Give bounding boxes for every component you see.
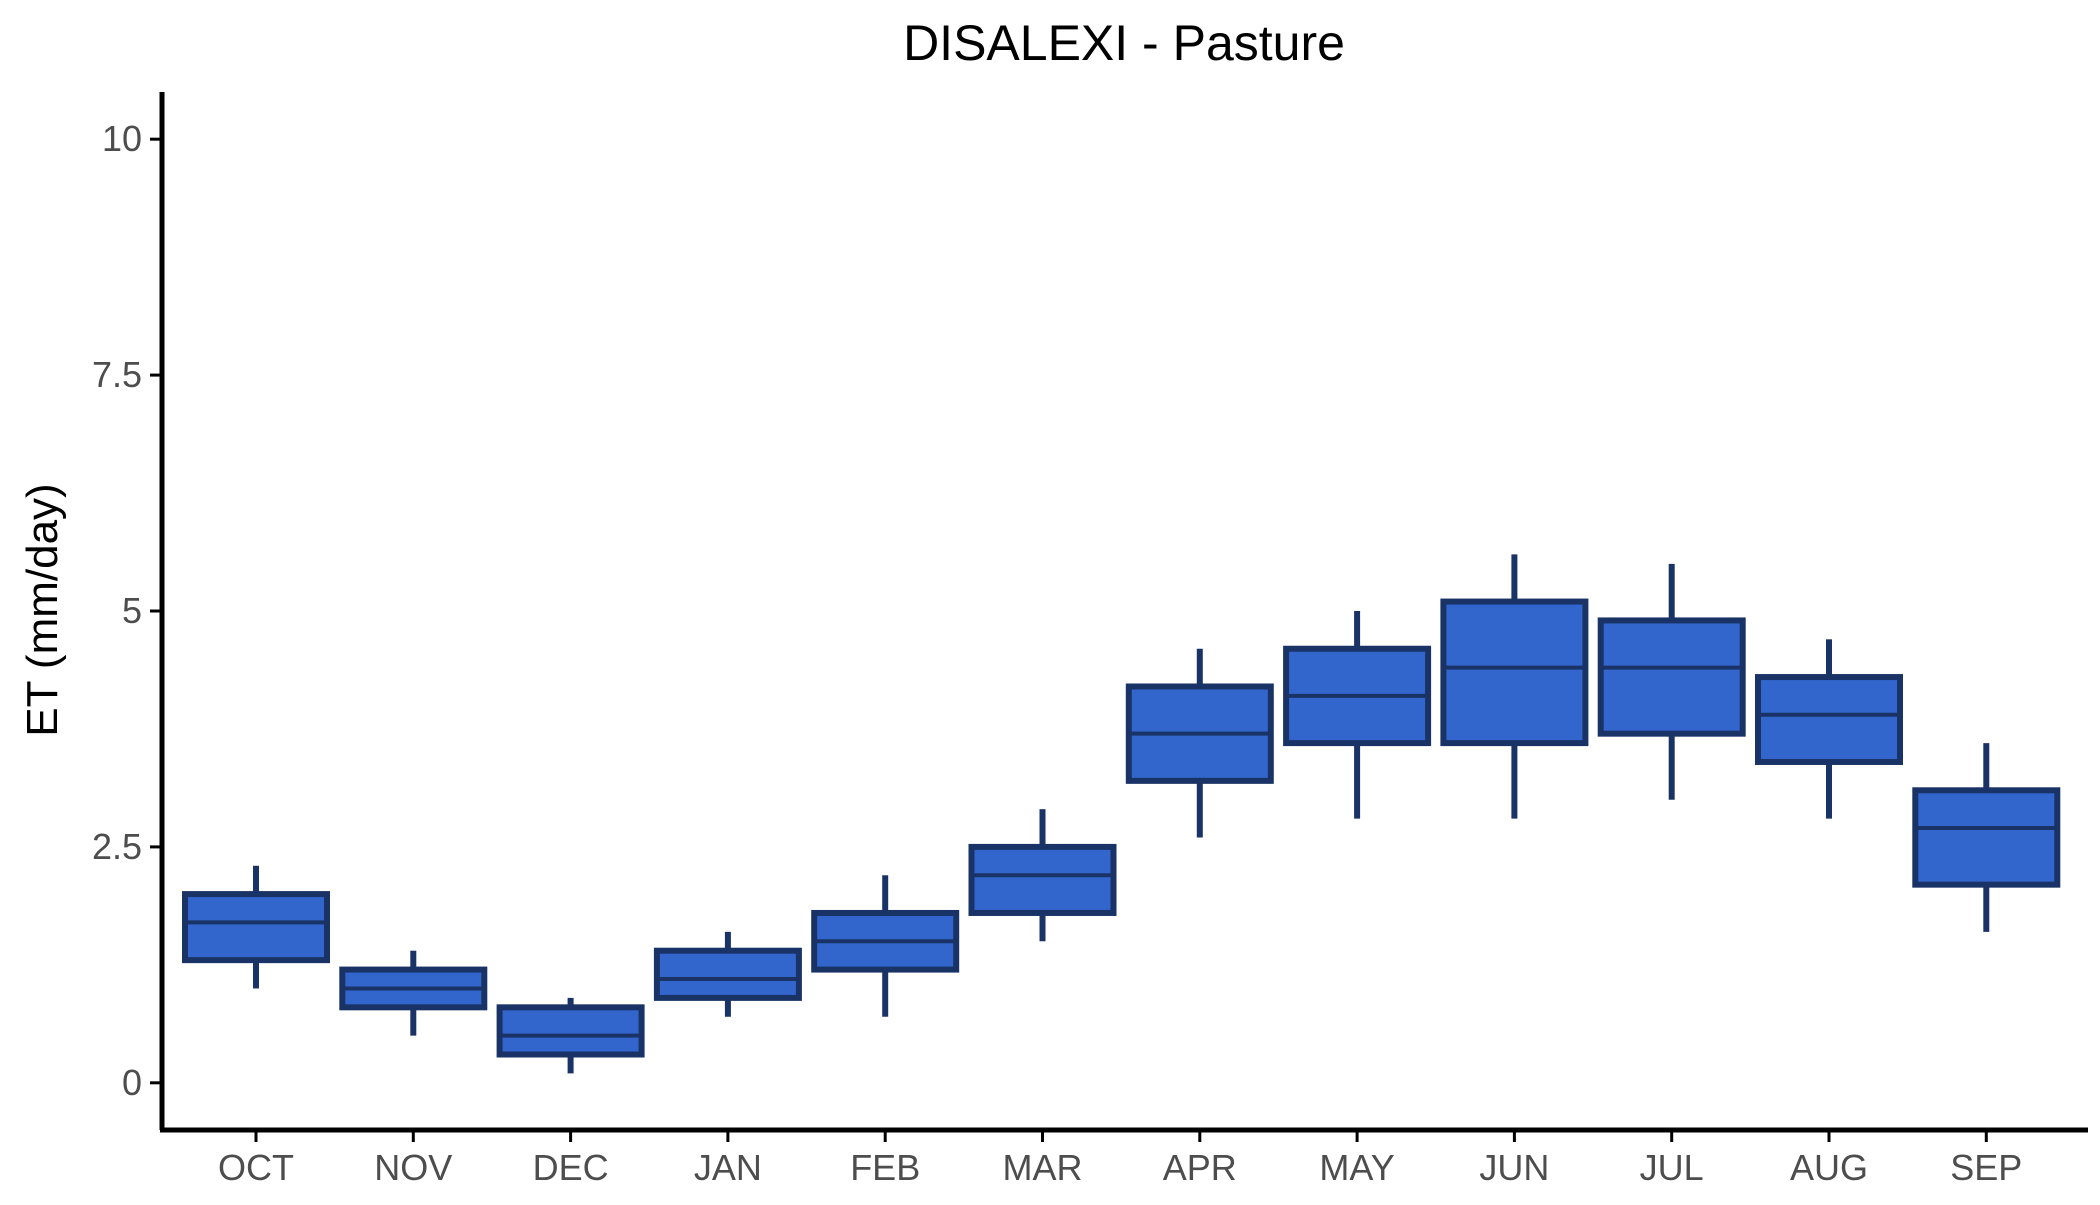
x-tick-label-jun: JUN: [1479, 1147, 1549, 1188]
box-body: [1755, 674, 1903, 765]
y-axis-title: ET (mm/day): [18, 483, 67, 736]
box-body: [1912, 787, 2061, 888]
box-body: [1440, 598, 1589, 747]
box-jul: [1597, 563, 1746, 800]
box-body: [968, 843, 1117, 916]
x-tick-label-apr: APR: [1163, 1147, 1237, 1188]
box-jan: [653, 931, 802, 1017]
box-body: [1597, 617, 1746, 737]
x-tick-label-oct: OCT: [218, 1147, 294, 1188]
box-apr: [1125, 648, 1274, 838]
y-tick-label: 0: [122, 1062, 142, 1103]
box-body: [496, 1004, 645, 1058]
x-tick-label-jan: JAN: [694, 1147, 762, 1188]
box-body: [182, 891, 330, 964]
y-tick-label: 5: [122, 590, 142, 631]
x-tick-label-feb: FEB: [850, 1147, 920, 1188]
y-tick-label: 2.5: [92, 826, 142, 867]
x-tick-label-dec: DEC: [533, 1147, 609, 1188]
box-body: [653, 947, 802, 1001]
box-aug: [1755, 639, 1903, 819]
x-tick-label-nov: NOV: [374, 1147, 452, 1188]
box-may: [1283, 611, 1432, 819]
box-oct: [182, 865, 330, 989]
box-sep: [1912, 743, 2061, 932]
chart-title: DISALEXI - Pasture: [903, 15, 1345, 71]
y-tick-label: 10: [102, 118, 142, 159]
x-tick-label-may: MAY: [1319, 1147, 1394, 1188]
x-tick-label-aug: AUG: [1790, 1147, 1868, 1188]
box-dec: [496, 997, 645, 1074]
box-feb: [811, 875, 960, 1017]
box-nov: [339, 950, 488, 1036]
x-tick-label-jul: JUL: [1640, 1147, 1704, 1188]
y-tick-label: 7.5: [92, 354, 142, 395]
x-tick-label-sep: SEP: [1950, 1147, 2022, 1188]
box-mar: [968, 809, 1117, 942]
box-jun: [1440, 554, 1589, 819]
x-tick-label-mar: MAR: [1003, 1147, 1083, 1188]
plot-area: 0 2.5 5 7.5 10 OCT NOV DEC JAN FEB MAR APR MAY JUN JUL…: [92, 92, 2088, 1188]
